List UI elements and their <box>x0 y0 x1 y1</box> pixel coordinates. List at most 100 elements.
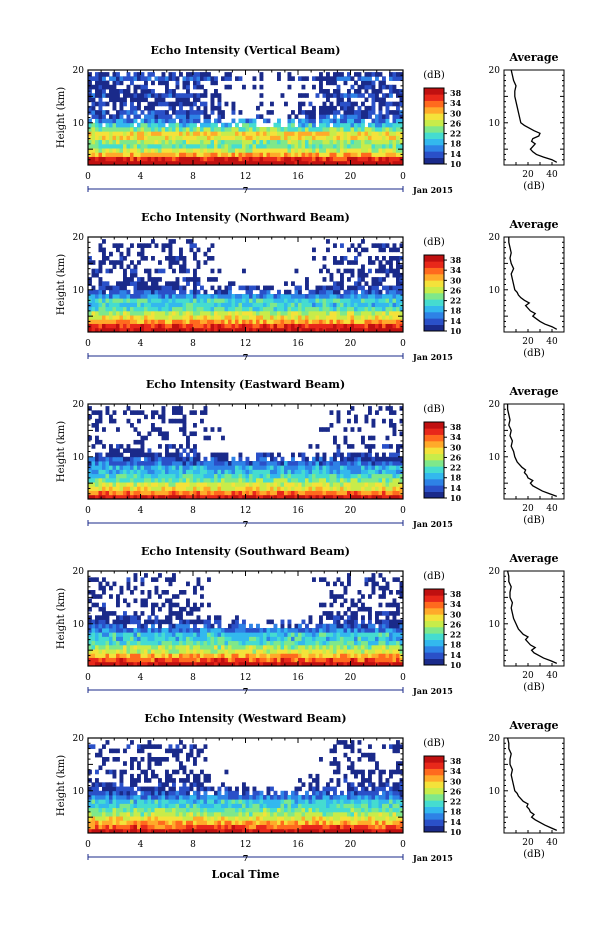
heatmap-cell <box>235 76 239 81</box>
heatmap-cell <box>88 294 92 299</box>
heatmap-cell <box>193 76 197 81</box>
heatmap-cell <box>270 486 274 491</box>
heatmap-cell <box>396 461 400 466</box>
heatmap-cell <box>200 294 204 299</box>
heatmap-cell <box>123 473 127 479</box>
heatmap-cell <box>207 139 211 145</box>
heatmap-cell <box>375 456 379 462</box>
heatmap-cell <box>182 84 187 90</box>
heatmap-cell <box>319 89 323 94</box>
heatmap-cell <box>231 482 236 487</box>
heatmap-cell <box>322 89 327 94</box>
heatmap-cell <box>287 653 292 658</box>
heatmap-cell <box>161 644 166 650</box>
heatmap-cell <box>154 156 159 162</box>
heatmap-cell <box>354 323 358 329</box>
heatmap-cell <box>347 277 351 282</box>
heatmap-cell <box>270 302 274 308</box>
heatmap-cell <box>133 268 138 274</box>
heatmap-cell <box>336 110 341 115</box>
heatmap-cell <box>133 636 138 642</box>
heatmap-cell <box>245 636 250 642</box>
heatmap-cell <box>102 486 106 491</box>
heatmap-cell <box>347 294 351 299</box>
heatmap-cell <box>91 260 96 265</box>
heatmap-cell <box>175 452 180 458</box>
heatmap-cell <box>291 302 295 308</box>
heatmap-cell <box>368 127 372 132</box>
heatmap-cell <box>347 477 351 483</box>
heatmap-cell <box>221 435 225 441</box>
heatmap-cell <box>375 143 379 149</box>
heatmap-cell <box>340 160 344 165</box>
heatmap-cell <box>91 640 96 646</box>
colorbar-tick-label: 10 <box>450 159 462 169</box>
heatmap-cell <box>224 323 229 329</box>
heatmap-cell <box>102 285 106 291</box>
heatmap-cell <box>196 644 201 650</box>
heatmap-cell <box>287 76 292 81</box>
heatmap-cell <box>196 131 201 136</box>
heatmap-cell <box>340 327 344 332</box>
heatmap-cell <box>217 315 222 320</box>
heatmap-cell <box>228 306 232 312</box>
heatmap-cell <box>172 657 176 663</box>
heatmap-cell <box>144 131 148 136</box>
heatmap-cell <box>151 649 155 654</box>
heatmap-cell <box>193 431 197 437</box>
heatmap-cell <box>396 490 400 496</box>
heatmap-cell <box>343 139 348 145</box>
heatmap-cell <box>200 477 204 483</box>
heatmap-cell <box>368 640 372 646</box>
heatmap-cell <box>217 114 222 119</box>
heatmap-cell <box>165 319 169 324</box>
heatmap-cell <box>116 289 120 295</box>
heatmap-cell <box>343 289 348 295</box>
heatmap-cell <box>119 653 124 658</box>
heatmap-cell <box>210 315 215 320</box>
heatmap-cell <box>147 105 152 111</box>
heatmap-cell <box>221 160 225 165</box>
heatmap-cell <box>172 256 176 261</box>
heatmap-cell <box>242 657 246 663</box>
heatmap-cell <box>382 452 386 458</box>
heatmap-cell <box>189 486 194 491</box>
heatmap-cell <box>193 661 197 666</box>
heatmap-cell <box>333 310 337 316</box>
heatmap-cell <box>354 461 358 466</box>
heatmap-cell <box>347 89 351 94</box>
heatmap-cell <box>340 101 344 107</box>
heatmap-cell <box>347 160 351 165</box>
heatmap-cell <box>186 239 190 244</box>
heatmap-cell <box>112 298 117 303</box>
heatmap-cell <box>231 327 236 332</box>
heatmap-cell <box>95 89 99 94</box>
heatmap-cell <box>361 84 365 90</box>
heatmap-cell <box>242 315 246 320</box>
heatmap-cell <box>315 490 320 496</box>
heatmap-cell <box>102 84 106 90</box>
heatmap-cell <box>392 410 397 415</box>
heatmap-cell <box>238 649 243 654</box>
heatmap-cell <box>105 461 110 466</box>
heatmap-cell <box>354 649 358 654</box>
heatmap-cell <box>200 473 204 479</box>
heatmap-cell <box>105 80 110 86</box>
heatmap-cell <box>186 490 190 496</box>
heatmap-cell <box>154 243 159 248</box>
heatmap-cell <box>88 414 92 420</box>
heatmap-cell <box>259 644 264 650</box>
heatmap-cell <box>396 277 400 282</box>
heatmap-cell <box>133 461 138 466</box>
colorbar-tick-label: 18 <box>450 139 462 149</box>
heatmap-cell <box>301 110 306 115</box>
heatmap-cell <box>91 97 96 103</box>
heatmap-cell <box>340 135 344 141</box>
heatmap-cell <box>130 423 134 428</box>
heatmap-cell <box>287 118 292 124</box>
heatmap-cell <box>109 89 113 94</box>
heatmap-cell <box>179 148 183 153</box>
heatmap-cell <box>291 494 295 499</box>
heatmap-cell <box>301 156 306 162</box>
heatmap-cell <box>144 135 148 141</box>
